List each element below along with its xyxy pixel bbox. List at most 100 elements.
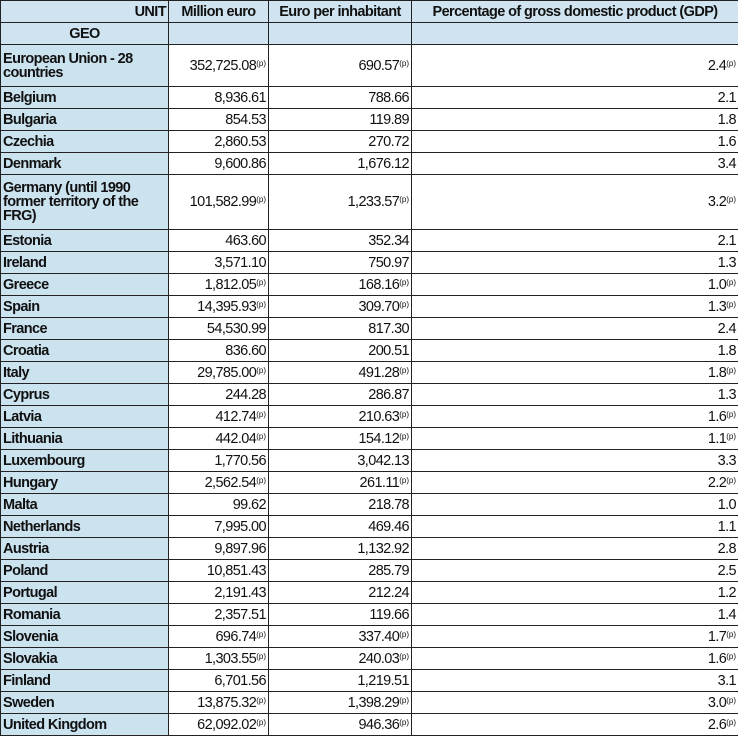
- euro-per-inhabitant-cell: 270.72: [268, 130, 412, 153]
- cell-value: 119.89: [369, 111, 409, 128]
- empty-header-cell: [411, 22, 738, 45]
- cell-value: 1,770.56: [214, 452, 266, 469]
- cell-value: 2,191.43: [214, 584, 266, 601]
- cell-value: 1.1: [717, 518, 737, 535]
- pct-gdp-cell: 1.0: [411, 493, 738, 516]
- provisional-flag: (p): [726, 651, 736, 661]
- pct-gdp-cell: 3.1: [411, 669, 738, 692]
- cell-value: 2,357.51: [214, 606, 266, 623]
- cell-value: 29,785.00: [197, 364, 257, 381]
- cell-value: 7,995.00: [214, 518, 266, 535]
- million-euro-cell: 1,812.05(p): [168, 273, 269, 296]
- table-row: Portugal 2,191.43 212.24 1.2: [0, 581, 738, 604]
- pct-gdp-cell: 3.3: [411, 449, 738, 472]
- geo-cell: Bulgaria: [0, 108, 169, 131]
- pct-gdp-cell: 2.1: [411, 229, 738, 252]
- cell-value: 788.66: [368, 89, 409, 106]
- cell-value: 212.24: [368, 584, 409, 601]
- million-euro-cell: 54,530.99: [168, 317, 269, 340]
- provisional-flag: (p): [256, 365, 266, 375]
- cell-value: 14,395.93: [197, 298, 257, 315]
- cell-value: 6,701.56: [214, 672, 266, 689]
- geo-cell: Hungary: [0, 471, 169, 494]
- million-euro-cell: 29,785.00(p): [168, 361, 269, 384]
- cell-value: 240.03: [358, 650, 400, 667]
- euro-per-inhabitant-cell: 119.89: [268, 108, 412, 131]
- table-row: Slovakia 1,303.55(p) 240.03(p) 1.6(p): [0, 647, 738, 670]
- geo-cell: Slovenia: [0, 625, 169, 648]
- provisional-flag: (p): [399, 717, 409, 727]
- geo-header: GEO: [0, 22, 169, 45]
- cell-value: 1.2: [717, 584, 737, 601]
- million-euro-cell: 1,770.56: [168, 449, 269, 472]
- cell-value: 2.2: [707, 474, 727, 491]
- cell-value: 62,092.02: [197, 716, 257, 733]
- pct-gdp-cell: 2.4(p): [411, 44, 738, 87]
- euro-per-inhabitant-cell: 750.97: [268, 251, 412, 274]
- cell-value: 285.79: [368, 562, 409, 579]
- geo-cell: Belgium: [0, 86, 169, 109]
- cell-value: 1,303.55: [204, 650, 257, 667]
- provisional-flag: (p): [256, 629, 266, 639]
- provisional-flag: (p): [726, 695, 736, 705]
- table-row: Malta 99.62 218.78 1.0: [0, 493, 738, 516]
- table-row: France 54,530.99 817.30 2.4: [0, 317, 738, 340]
- cell-value: 1,132.92: [357, 540, 409, 557]
- pct-gdp-cell: 1.8: [411, 108, 738, 131]
- cell-value: 1,676.12: [357, 155, 409, 172]
- empty-header-cell: [168, 22, 269, 45]
- table-row: Austria 9,897.96 1,132.92 2.8: [0, 537, 738, 560]
- provisional-flag: (p): [399, 475, 409, 485]
- geo-header-row: GEO: [0, 22, 738, 45]
- cell-value: 270.72: [368, 133, 409, 150]
- cell-value: 3,042.13: [357, 452, 409, 469]
- table-row: Croatia 836.60 200.51 1.8: [0, 339, 738, 362]
- geo-cell: France: [0, 317, 169, 340]
- euro-per-inhabitant-cell: 690.57(p): [268, 44, 412, 87]
- million-euro-cell: 2,357.51: [168, 603, 269, 626]
- pct-gdp-cell: 1.8(p): [411, 361, 738, 384]
- cell-value: 817.30: [368, 320, 409, 337]
- euro-per-inhabitant-cell: 337.40(p): [268, 625, 412, 648]
- table-row: Bulgaria 854.53 119.89 1.8: [0, 108, 738, 131]
- provisional-flag: (p): [399, 695, 409, 705]
- table-row: Czechia 2,860.53 270.72 1.6: [0, 130, 738, 153]
- pct-gdp-cell: 1.2: [411, 581, 738, 604]
- million-euro-cell: 2,191.43: [168, 581, 269, 604]
- euro-per-inhabitant-cell: 1,233.57(p): [268, 174, 412, 230]
- provisional-flag: (p): [726, 195, 736, 204]
- provisional-flag: (p): [256, 195, 266, 204]
- cell-value: 2,562.54: [204, 474, 257, 491]
- cell-value: 2.4: [707, 57, 727, 74]
- table-row: Greece 1,812.05(p) 168.16(p) 1.0(p): [0, 273, 738, 296]
- cell-value: 8,936.61: [214, 89, 266, 106]
- provisional-flag: (p): [256, 475, 266, 485]
- provisional-flag: (p): [726, 629, 736, 639]
- table-row: Germany (until 1990 former territory of …: [0, 174, 738, 230]
- million-euro-cell: 14,395.93(p): [168, 295, 269, 318]
- pct-gdp-cell: 1.6(p): [411, 405, 738, 428]
- cell-value: 1.4: [717, 606, 737, 623]
- cell-value: 946.36: [358, 716, 400, 733]
- million-euro-cell: 836.60: [168, 339, 269, 362]
- million-euro-cell: 1,303.55(p): [168, 647, 269, 670]
- provisional-flag: (p): [256, 277, 266, 287]
- unit-header: UNIT: [0, 0, 169, 23]
- million-euro-cell: 352,725.08(p): [168, 44, 269, 87]
- cell-value: 442.04: [215, 430, 257, 447]
- table-row: Slovenia 696.74(p) 337.40(p) 1.7(p): [0, 625, 738, 648]
- provisional-flag: (p): [726, 475, 736, 485]
- provisional-flag: (p): [256, 695, 266, 705]
- cell-value: 2.8: [717, 540, 737, 557]
- provisional-flag: (p): [726, 717, 736, 727]
- column-header-million-euro: Million euro: [168, 0, 269, 23]
- million-euro-cell: 2,562.54(p): [168, 471, 269, 494]
- million-euro-cell: 2,860.53: [168, 130, 269, 153]
- cell-value: 3.3: [717, 452, 737, 469]
- million-euro-cell: 9,600.86: [168, 152, 269, 175]
- cell-value: 1.7: [707, 628, 727, 645]
- pct-gdp-cell: 2.5: [411, 559, 738, 582]
- table-row: Italy 29,785.00(p) 491.28(p) 1.8(p): [0, 361, 738, 384]
- table-row: Lithuania 442.04(p) 154.12(p) 1.1(p): [0, 427, 738, 450]
- euro-per-inhabitant-cell: 352.34: [268, 229, 412, 252]
